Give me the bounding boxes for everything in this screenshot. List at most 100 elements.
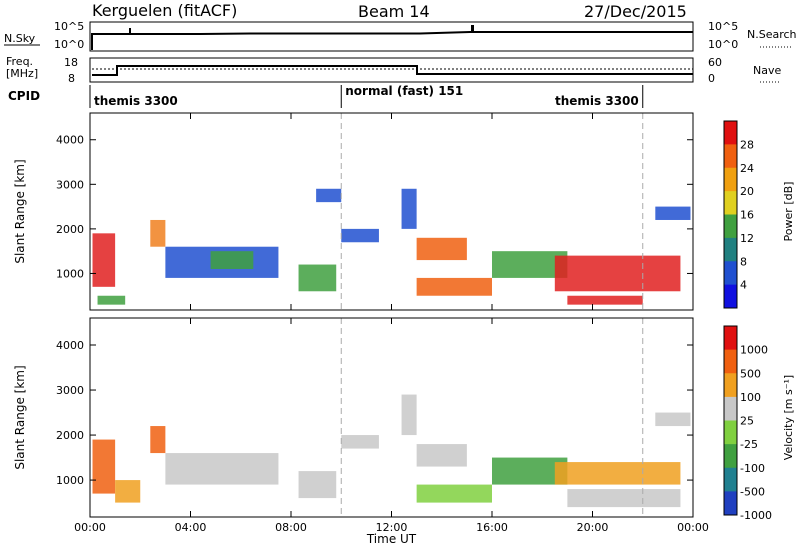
colorbar-tick-label: 500 [740, 367, 761, 380]
scatter-region [115, 480, 141, 503]
colorbar-tick-label: 28 [740, 138, 754, 151]
date-label: 27/Dec/2015 [584, 2, 687, 21]
colorbar-swatch [724, 214, 737, 239]
freq-panel [89, 57, 694, 83]
y-axis-label: Slant Range [km] [13, 365, 27, 469]
colorbar-swatch [724, 396, 737, 421]
scatter-region [341, 435, 379, 449]
nave-tick-top: 60 [708, 56, 722, 69]
colorbar-swatch [724, 491, 737, 516]
colorbar-tick-label: 25 [740, 415, 754, 428]
x-tick-label: 00:00 [677, 521, 709, 534]
scatter-region [97, 295, 126, 305]
freq-tick-bottom: 8 [68, 72, 75, 85]
colorbar-swatch [724, 121, 737, 145]
scatter-region [298, 471, 337, 499]
y-tick-label: 4000 [56, 339, 84, 352]
colorbar-swatch [724, 191, 737, 215]
scatter-region [416, 484, 492, 503]
x-tick-label: 12:00 [376, 521, 408, 534]
colorbar-tick-label: 1000 [740, 344, 768, 357]
colorbar-tick-label: 24 [740, 162, 754, 175]
scatter-region [416, 277, 492, 296]
scatter-region [150, 219, 166, 247]
scatter-region [92, 439, 116, 494]
nsky-spike-1 [129, 28, 131, 33]
x-tick-label: 08:00 [275, 521, 307, 534]
colorbar-tick-label: 20 [740, 185, 754, 198]
colorbar-swatch [724, 326, 737, 351]
freq-tick-top: 18 [64, 56, 78, 69]
colorbar-tick-label: -1000 [740, 509, 772, 522]
nsky-label: N.Sky [4, 32, 36, 45]
colorbar-tick-label: 12 [740, 232, 754, 245]
colorbar-swatch [724, 284, 737, 309]
y-tick-label: 1000 [56, 474, 84, 487]
x-tick-label: 04:00 [175, 521, 207, 534]
scatter-region [554, 255, 681, 292]
colorbar-tick-label: 8 [740, 255, 747, 268]
colorbar-swatch [724, 420, 737, 445]
colorbar-swatch [724, 261, 737, 286]
colorbar-tick-label: -25 [740, 438, 758, 451]
scatter-region [554, 462, 681, 485]
beam-label: Beam 14 [358, 2, 430, 21]
freq-unit: [MHz] [6, 67, 38, 80]
scatter-region [567, 295, 643, 305]
colorbar-swatch [724, 167, 737, 192]
scatter-region [341, 228, 379, 243]
nave-label: Nave [753, 64, 781, 77]
station-title: Kerguelen (fitACF) [92, 1, 237, 20]
power-panel: 1000 2000 3000 4000 Slant Range [km] 4 8 12 16 20… [13, 112, 795, 311]
x-tick-label: 16:00 [476, 521, 508, 534]
nave-tick-bottom: 0 [708, 72, 715, 85]
velocity-panel: 1000 2000 3000 4000 Slant Range [km] 00:00 04:… [13, 317, 795, 546]
scatter-region [92, 233, 116, 287]
y-tick-label: 2000 [56, 223, 84, 236]
colorbar-label: Velocity [m s⁻¹] [782, 375, 795, 460]
x-axis-label: Time UT [366, 532, 417, 546]
scatter-region [416, 237, 467, 261]
nsky-panel [89, 21, 694, 52]
colorbar-tick-label: 16 [740, 209, 754, 222]
scatter-region [401, 394, 417, 436]
scatter-region [655, 412, 691, 427]
y-tick-label: 1000 [56, 267, 84, 280]
colorbar-swatch [724, 237, 737, 262]
scatter-region [401, 188, 417, 229]
colorbar-tick-label: 100 [740, 391, 761, 404]
nsky-tick-top: 10^5 [54, 20, 84, 33]
colorbar-swatch [724, 144, 737, 169]
y-tick-label: 2000 [56, 429, 84, 442]
colorbar-swatch [724, 444, 737, 469]
freq-trace [92, 65, 693, 76]
colorbar-swatch [724, 467, 737, 492]
nsky-trace [91, 31, 693, 50]
colorbar-frame [723, 120, 738, 309]
cpid-segment-label: normal (fast) 151 [345, 84, 463, 98]
x-tick-label: 20:00 [577, 521, 609, 534]
scatter-region [298, 264, 337, 292]
scatter-region [150, 426, 166, 454]
scatter-region [210, 251, 254, 269]
nsearch-tick-top: 10^5 [708, 20, 738, 33]
colorbar-tick-label: -500 [740, 485, 765, 498]
colorbar-tick-label: 4 [740, 279, 747, 292]
cpid-segments: themis 3300 normal (fast) 151 themis 3300 [89, 84, 644, 108]
freq-label: Freq. [6, 55, 33, 68]
colorbar-swatch [724, 373, 737, 398]
scatter-region [655, 206, 691, 220]
nsky-tick-bottom: 10^0 [54, 38, 84, 51]
y-axis-label: Slant Range [km] [13, 159, 27, 263]
scatter-region [316, 188, 342, 203]
nsky-spike-2 [471, 25, 474, 32]
nsearch-label: N.Search [747, 28, 797, 41]
cpid-label: CPID [8, 89, 40, 103]
y-tick-label: 3000 [56, 178, 84, 191]
scatter-region [416, 444, 467, 467]
colorbar-swatch [724, 349, 737, 374]
plot-area [90, 318, 693, 517]
y-tick-label: 4000 [56, 134, 84, 147]
cpid-segment-label: themis 3300 [555, 94, 639, 108]
